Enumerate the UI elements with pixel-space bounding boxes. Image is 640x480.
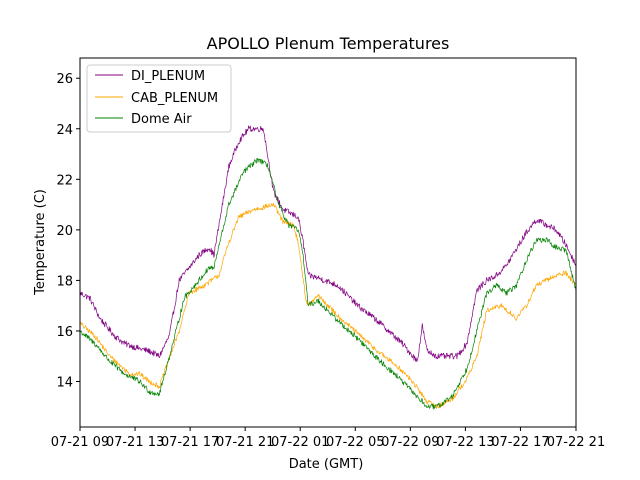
legend-box <box>86 64 232 133</box>
y-tick-label: 20 <box>56 224 73 239</box>
y-axis: 14 16 18 20 22 24 26 <box>56 72 80 391</box>
y-tick-label: 22 <box>56 173 73 188</box>
series-line-di-plenum <box>79 125 577 362</box>
legend-label-cab-plenum: CAB_PLENUM <box>131 91 218 106</box>
legend: DI_PLENUM CAB_PLENUM Dome Air <box>86 64 232 133</box>
legend-label-dome-air: Dome Air <box>131 112 192 127</box>
plot-frame <box>79 57 577 428</box>
series-layer <box>79 125 577 410</box>
x-tick-label: 07-21 17 <box>161 435 219 450</box>
x-tick-label: 07-22 09 <box>381 435 439 450</box>
x-tick-label: 07-22 21 <box>547 435 605 450</box>
series-line-dome-air <box>79 158 577 410</box>
y-tick-label: 16 <box>56 325 73 340</box>
chart-title: APOLLO Plenum Temperatures <box>207 34 450 53</box>
x-axis-label: Date (GMT) <box>289 457 364 472</box>
x-tick-label: 07-22 05 <box>326 435 384 450</box>
y-tick-label: 26 <box>56 72 73 87</box>
x-tick-label: 07-21 09 <box>51 435 109 450</box>
series-line-cab-plenum <box>79 202 577 409</box>
x-tick-label: 07-21 13 <box>106 435 164 450</box>
x-tick-label: 07-22 13 <box>436 435 494 450</box>
y-tick-label: 18 <box>56 274 73 289</box>
y-tick-label: 24 <box>56 123 73 138</box>
x-tick-label: 07-22 01 <box>271 435 329 450</box>
x-tick-label: 07-21 21 <box>216 435 274 450</box>
legend-label-di-plenum: DI_PLENUM <box>131 69 205 84</box>
plot-area <box>79 57 577 428</box>
x-tick-label: 07-22 17 <box>491 435 549 450</box>
y-axis-label: Temperature (C) <box>33 189 48 296</box>
y-tick-label: 14 <box>56 376 73 391</box>
